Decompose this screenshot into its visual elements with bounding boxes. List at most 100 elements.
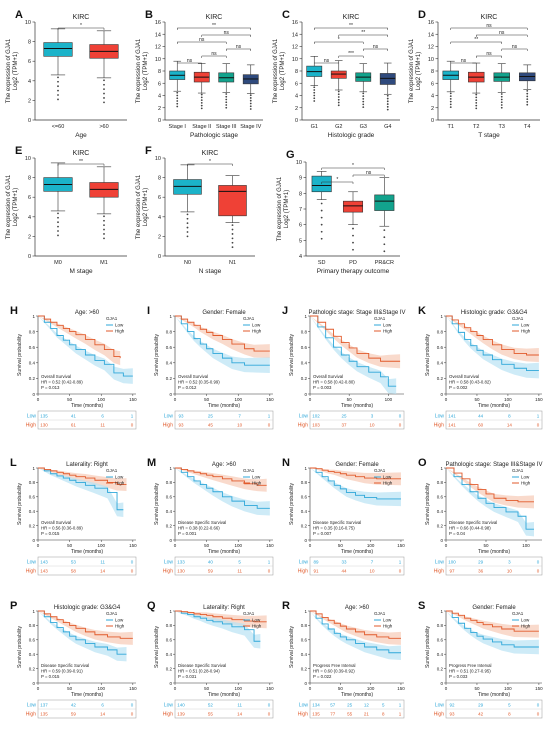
x-axis-label: Histologic grade (328, 132, 375, 139)
outlier-point (103, 233, 105, 235)
risk-value: 55 (347, 712, 353, 717)
significance-label: * (209, 159, 211, 165)
x-tick-label: 0 (37, 543, 40, 548)
chart-title: KIRC (206, 14, 223, 21)
outlier-point (103, 92, 105, 95)
x-tick-label: 0 (37, 397, 40, 402)
risk-value: 11 (100, 423, 105, 428)
risk-value: 10 (369, 423, 375, 428)
outlier-point (57, 212, 59, 215)
y-tick-label: 4 (431, 94, 434, 100)
significance-label: * (338, 37, 340, 43)
risk-row-label: Low (299, 414, 309, 420)
km-annotation: P = 0.013 (41, 385, 60, 390)
km-annotation: HR = 0.51 (0.28-0.94) (178, 669, 220, 674)
outlier-point (225, 93, 228, 95)
risk-row-label: High (298, 569, 309, 575)
y-tick-label: 0.4 (29, 652, 36, 657)
y-tick-label: 2 (28, 234, 31, 240)
outlier-point (103, 215, 105, 218)
outlier-point (352, 248, 354, 251)
risk-value: 44 (341, 569, 347, 574)
y-tick-label: 12 (155, 45, 161, 51)
y-tick-label: 0.4 (437, 652, 444, 657)
significance-label: ns (486, 23, 492, 29)
outlier-point (103, 219, 105, 222)
y-tick-label: 0.8 (166, 329, 173, 334)
outlier-point (337, 90, 340, 93)
outlier-point (231, 246, 234, 249)
outlier-point (337, 104, 340, 107)
outlier-point (337, 96, 340, 98)
x-tick-label: 0 (309, 543, 312, 548)
risk-value: 0 (399, 569, 402, 574)
outlier-point (225, 104, 228, 106)
chart-title: KIRC (73, 150, 90, 157)
y-tick-label: 0.4 (166, 652, 173, 657)
y-tick-label: 0.8 (437, 623, 444, 628)
outlier-point (320, 209, 323, 212)
risk-value: 52 (208, 703, 214, 708)
y-tick-label: 0.4 (437, 509, 444, 514)
significance-bracket (57, 163, 105, 166)
risk-value: 0 (131, 712, 134, 717)
outlier-point (320, 202, 323, 205)
risk-value: 7 (371, 560, 374, 565)
outlier-point (320, 230, 323, 233)
significance-label: * (336, 177, 338, 183)
risk-row-label: Low (164, 703, 174, 709)
low-survival-curve (38, 315, 133, 377)
y-tick-label: 0.2 (166, 666, 173, 671)
significance-label: ns (366, 170, 372, 176)
significance-bracket (201, 55, 227, 58)
outlier-point (500, 104, 503, 106)
km-annotation: P = 0.031 (178, 674, 197, 679)
outlier-point (475, 101, 478, 104)
outlier-point (500, 106, 503, 109)
y-tick-label: 1 (169, 466, 172, 471)
high-confidence-band (446, 468, 534, 509)
y-tick-label: 1 (32, 466, 35, 471)
panel-letter: H (10, 305, 18, 317)
risk-value: 5 (382, 703, 385, 708)
outlier-point (475, 93, 478, 96)
x-tick-label: G1 (311, 124, 318, 130)
outlier-point (386, 108, 389, 111)
high-survival-curve (310, 315, 401, 362)
y-tick-label: 6 (28, 195, 31, 201)
legend-high-label: High (252, 329, 262, 334)
y-tick-label: 0.8 (166, 623, 173, 628)
x-tick-label: PD (349, 260, 357, 266)
risk-value: 3 (371, 414, 374, 419)
y-tick-label: 0.4 (166, 361, 173, 366)
outlier-point (449, 97, 452, 100)
low-confidence-band (446, 468, 534, 537)
km-title: Gender: Female (335, 462, 379, 468)
y-tick-label: 0.6 (301, 495, 308, 500)
km-J-panel: J Pathologic stage: Stage III&Stage IV 0 0.… (282, 305, 406, 430)
outlier-point (200, 107, 203, 110)
outlier-point (337, 93, 340, 96)
y-tick-label: 0.6 (166, 638, 173, 643)
outlier-point (200, 93, 203, 96)
risk-value: 143 (40, 569, 48, 574)
outlier-point (386, 94, 389, 97)
y-tick-label: 8 (28, 176, 31, 182)
legend-high-label: High (115, 329, 125, 334)
y-tick-label: 0.6 (301, 638, 308, 643)
outlier-point (225, 106, 228, 109)
risk-value: 8 (508, 414, 511, 419)
legend-title: GJA1 (374, 611, 386, 616)
y-tick-label: 6 (295, 81, 298, 87)
low-confidence-band (310, 611, 401, 660)
km-P-panel: P Histologic grade: G3&G4 0 0.2 0.4 0.6 0.8 1 0 5… (10, 600, 137, 719)
risk-value: 141 (448, 423, 456, 428)
legend-title: GJA1 (512, 468, 524, 473)
risk-value: 0 (537, 703, 540, 708)
box-<=60 (43, 42, 73, 57)
y-tick-label: 2 (431, 106, 434, 112)
km-title: Laterality: Right (66, 462, 108, 468)
risk-value: 11 (237, 703, 242, 708)
x-tick-label: 0 (445, 397, 448, 402)
